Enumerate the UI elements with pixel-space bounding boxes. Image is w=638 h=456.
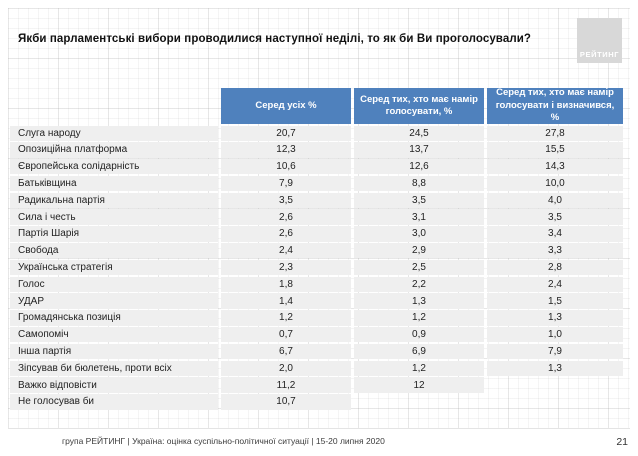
party-name-cell: Слуга народу bbox=[10, 125, 218, 141]
page-number: 21 bbox=[616, 436, 628, 448]
value-cell: 1,4 bbox=[221, 293, 351, 309]
value-cell: 2,0 bbox=[221, 360, 351, 376]
value-cell: 10,6 bbox=[221, 159, 351, 175]
value-cell: 2,9 bbox=[354, 243, 484, 259]
party-name-cell: Зіпсував би бюлетень, проти всіх bbox=[10, 360, 218, 376]
party-name-cell: Європейська солідарність bbox=[10, 159, 218, 175]
empty-cell bbox=[487, 377, 623, 392]
party-name-cell: Інша партія bbox=[10, 343, 218, 360]
value-cell: 11,2 bbox=[221, 377, 351, 393]
column-header-among-all: Серед усіх % bbox=[221, 88, 351, 124]
party-name-cell: Батьківщина bbox=[10, 175, 218, 192]
value-cell: 12 bbox=[354, 377, 484, 393]
footer-text: група РЕЙТИНГ | Україна: оцінка суспільн… bbox=[62, 436, 385, 446]
value-cell: 3,5 bbox=[221, 192, 351, 208]
value-cell: 20,7 bbox=[221, 125, 351, 141]
value-cell: 24,5 bbox=[354, 125, 484, 141]
value-cell: 1,3 bbox=[487, 310, 623, 326]
party-name-cell: Радикальна партія bbox=[10, 192, 218, 208]
value-cell: 3,5 bbox=[487, 209, 623, 225]
value-cell: 1,8 bbox=[221, 276, 351, 292]
value-cell: 3,1 bbox=[354, 209, 484, 225]
value-cell: 7,9 bbox=[221, 175, 351, 192]
empty-cell bbox=[487, 394, 623, 409]
party-name-cell: Українська стратегія bbox=[10, 259, 218, 276]
party-name-cell: Не голосував би bbox=[10, 394, 218, 410]
value-cell: 2,3 bbox=[221, 259, 351, 276]
value-cell: 6,7 bbox=[221, 343, 351, 360]
value-cell: 12,3 bbox=[221, 142, 351, 158]
value-cell: 10,7 bbox=[221, 394, 351, 410]
value-cell: 1,2 bbox=[354, 310, 484, 326]
results-table: Серед усіх % Серед тих, хто має намір го… bbox=[10, 87, 623, 410]
party-name-cell: УДАР bbox=[10, 293, 218, 309]
value-cell: 0,7 bbox=[221, 327, 351, 343]
value-cell: 1,5 bbox=[487, 293, 623, 309]
column-header-among-intending: Серед тих, хто має намір голосувати, % bbox=[354, 88, 484, 124]
party-name-cell: Партія Шарія bbox=[10, 226, 218, 242]
value-cell: 7,9 bbox=[487, 343, 623, 360]
value-cell: 3,0 bbox=[354, 226, 484, 242]
value-cell: 3,3 bbox=[487, 243, 623, 259]
party-name-cell: Опозиційна платформа bbox=[10, 142, 218, 158]
empty-cell bbox=[354, 394, 484, 409]
party-name-cell: Свобода bbox=[10, 243, 218, 259]
value-cell: 1,2 bbox=[221, 310, 351, 326]
party-name-cell: Самопоміч bbox=[10, 327, 218, 343]
value-cell: 2,4 bbox=[487, 276, 623, 292]
value-cell: 13,7 bbox=[354, 142, 484, 158]
column-header-among-decided: Серед тих, хто має намір голосувати і ви… bbox=[487, 87, 623, 124]
party-name-cell: Важко відповісти bbox=[10, 377, 218, 393]
value-cell: 15,5 bbox=[487, 142, 623, 158]
rating-logo-label: РЕЙТИНГ bbox=[579, 50, 620, 59]
party-name-cell: Громадянська позиція bbox=[10, 310, 218, 326]
value-cell: 1,3 bbox=[487, 360, 623, 376]
header-spacer-cell bbox=[10, 88, 218, 124]
value-cell: 12,6 bbox=[354, 159, 484, 175]
value-cell: 2,5 bbox=[354, 259, 484, 276]
party-name-cell: Сила і честь bbox=[10, 209, 218, 225]
value-cell: 2,6 bbox=[221, 226, 351, 242]
value-cell: 2,8 bbox=[487, 259, 623, 276]
value-cell: 6,9 bbox=[354, 343, 484, 360]
value-cell: 2,2 bbox=[354, 276, 484, 292]
value-cell: 3,5 bbox=[354, 192, 484, 208]
value-cell: 4,0 bbox=[487, 192, 623, 208]
value-cell: 1,3 bbox=[354, 293, 484, 309]
value-cell: 10,0 bbox=[487, 175, 623, 192]
rating-logo: РЕЙТИНГ bbox=[577, 18, 622, 63]
value-cell: 2,4 bbox=[221, 243, 351, 259]
value-cell: 0,9 bbox=[354, 327, 484, 343]
value-cell: 1,2 bbox=[354, 360, 484, 376]
value-cell: 27,8 bbox=[487, 125, 623, 141]
value-cell: 3,4 bbox=[487, 226, 623, 242]
value-cell: 1,0 bbox=[487, 327, 623, 343]
value-cell: 2,6 bbox=[221, 209, 351, 225]
value-cell: 8,8 bbox=[354, 175, 484, 192]
party-name-cell: Голос bbox=[10, 276, 218, 292]
value-cell: 14,3 bbox=[487, 159, 623, 175]
page-title: Якби парламентські вибори проводилися на… bbox=[18, 33, 532, 45]
